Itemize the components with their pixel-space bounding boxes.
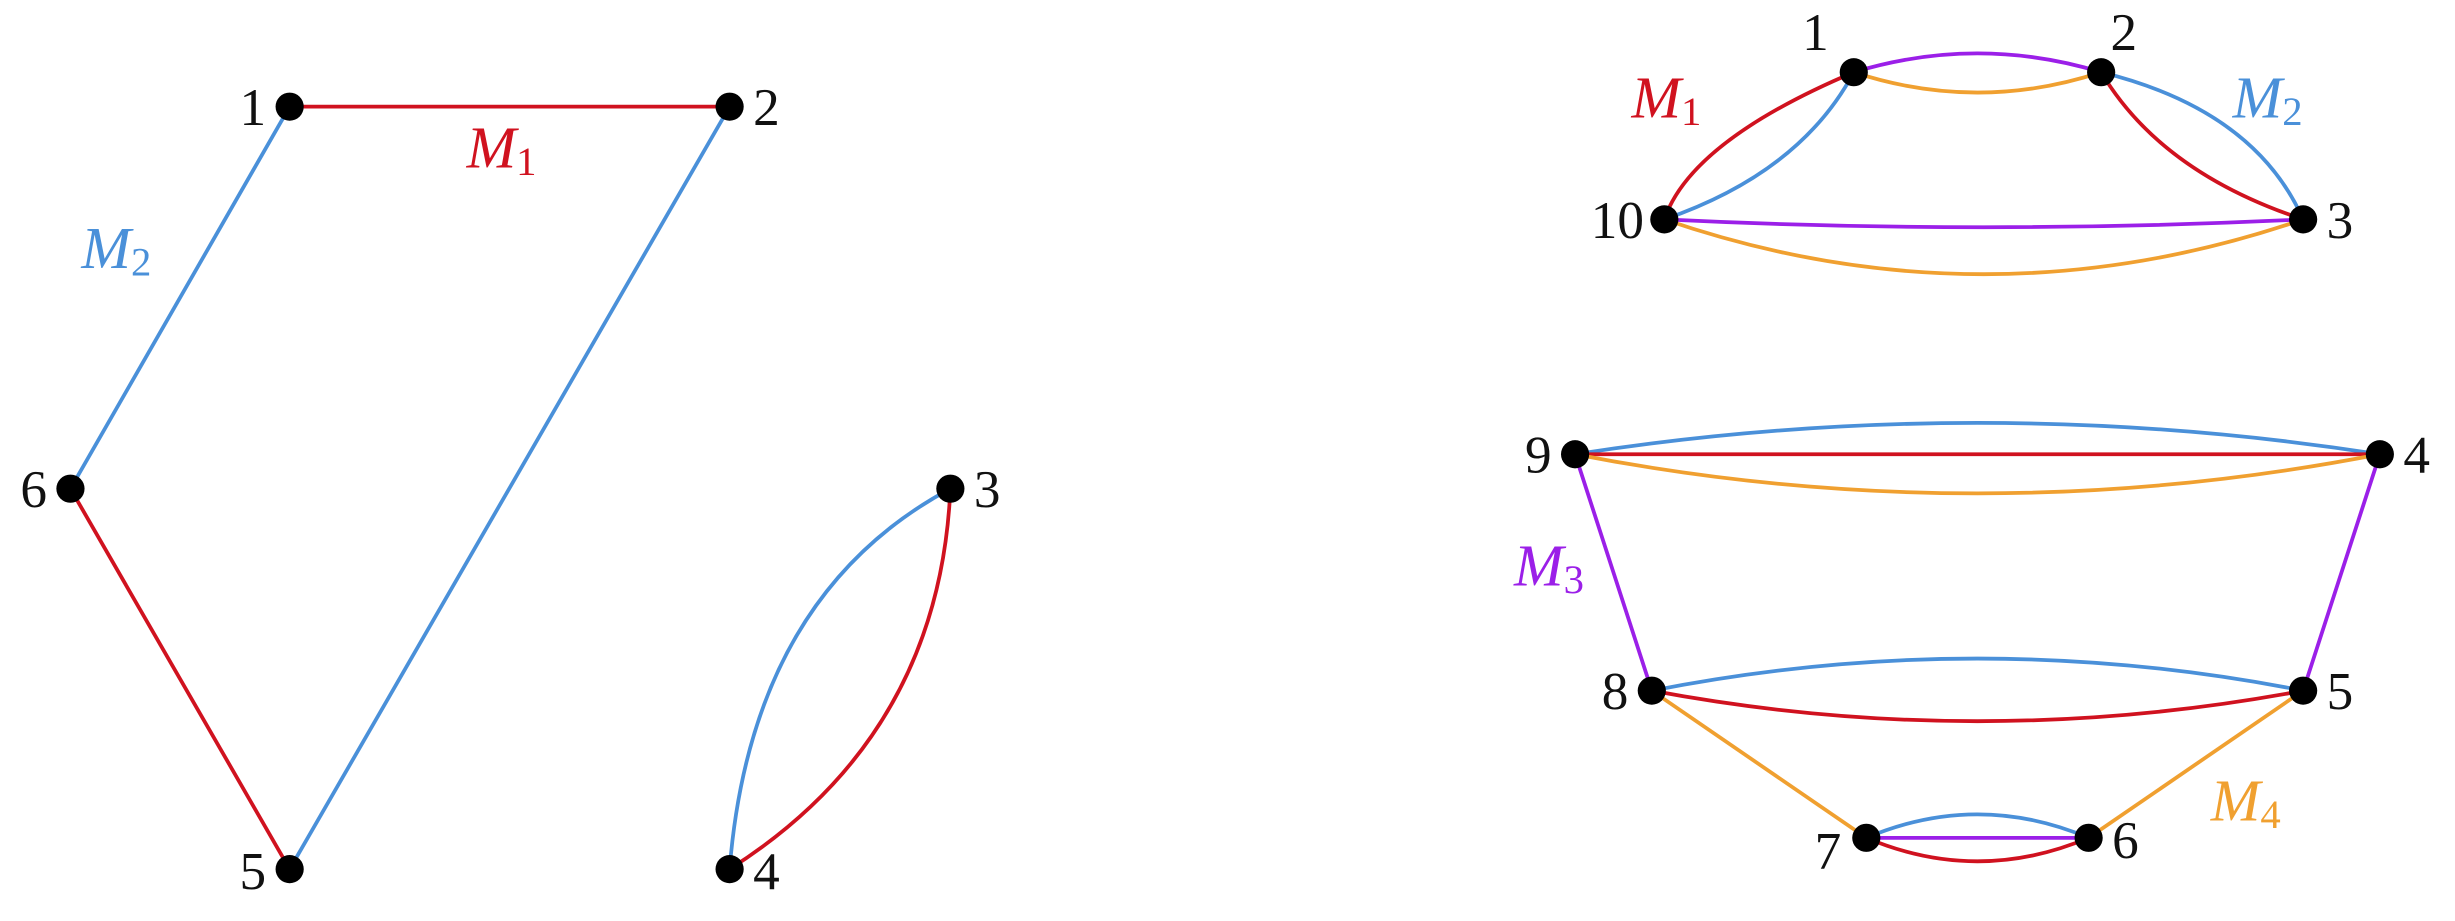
edge [2100, 70, 2305, 221]
node [1650, 205, 1679, 234]
edge [1853, 70, 2102, 95]
edge [68, 105, 292, 490]
edge [1663, 217, 2304, 277]
edge [2087, 689, 2305, 840]
node-label: 5 [240, 842, 267, 901]
node [275, 92, 304, 121]
left-edges [68, 104, 953, 871]
node-label: 8 [1602, 662, 1629, 721]
node-label: 2 [2111, 3, 2138, 62]
node-label: 2 [753, 78, 780, 137]
node-label: 6 [20, 460, 47, 519]
node [1839, 58, 1868, 87]
edge [1650, 689, 1868, 840]
matching-label: M2 [80, 214, 151, 284]
edge [728, 488, 953, 871]
matching-label: M1 [1630, 64, 1701, 134]
node-label: 1 [1802, 3, 1829, 62]
matching-label: M1 [466, 114, 537, 184]
edge [1662, 70, 1855, 220]
node [275, 855, 304, 884]
edge [1664, 217, 2304, 230]
label-sub: 1 [516, 139, 536, 184]
node-label: 9 [1525, 426, 1552, 485]
edge [1574, 421, 2381, 457]
node [1852, 823, 1881, 852]
edge [727, 487, 952, 870]
edge [1573, 453, 1654, 692]
node [2289, 676, 2318, 705]
edge [1853, 51, 2102, 75]
node [56, 474, 85, 503]
label-sub: 1 [1681, 89, 1701, 134]
node-label: 3 [2327, 191, 2354, 250]
node [715, 92, 744, 121]
node-label: 7 [1815, 822, 1842, 881]
matching-label: M2 [2232, 64, 2303, 134]
edge [1865, 812, 2090, 840]
node-label: 3 [974, 460, 1001, 519]
node-label: 10 [1591, 191, 1644, 250]
label-base: M [466, 114, 520, 180]
node [1560, 440, 1590, 469]
node [2365, 440, 2394, 469]
node [2087, 58, 2116, 87]
right-nodes [1560, 58, 2394, 852]
node [1637, 676, 1666, 705]
edge [288, 105, 732, 871]
label-base: M [1513, 532, 1567, 598]
edge [1663, 71, 1856, 222]
edge [1865, 836, 2090, 864]
label-base: M [80, 214, 134, 280]
edge [1651, 656, 2304, 693]
right-edges [1573, 51, 2382, 864]
label-sub: 2 [2282, 89, 2302, 134]
edge [2099, 71, 2304, 222]
label-sub: 2 [131, 240, 151, 285]
node [715, 855, 744, 884]
node [936, 474, 965, 503]
matching-label: M3 [1513, 532, 1584, 602]
node-label: 1 [240, 78, 267, 137]
node-label: 4 [2403, 426, 2430, 485]
label-base: M [2210, 767, 2264, 833]
left-nodes [56, 92, 965, 884]
label-sub: 4 [2260, 792, 2280, 837]
label-sub: 3 [1564, 558, 1584, 603]
node-label: 6 [2112, 811, 2139, 870]
label-base: M [2232, 64, 2286, 130]
node [2289, 205, 2318, 234]
edge [2301, 453, 2382, 692]
node [2074, 823, 2103, 852]
node-label: 4 [753, 842, 780, 901]
edge [1651, 688, 2304, 724]
node-label: 5 [2327, 662, 2354, 721]
label-base: M [1630, 64, 1684, 130]
matching-label: M4 [2210, 767, 2281, 837]
edge [1574, 452, 2381, 496]
edge [68, 487, 292, 871]
